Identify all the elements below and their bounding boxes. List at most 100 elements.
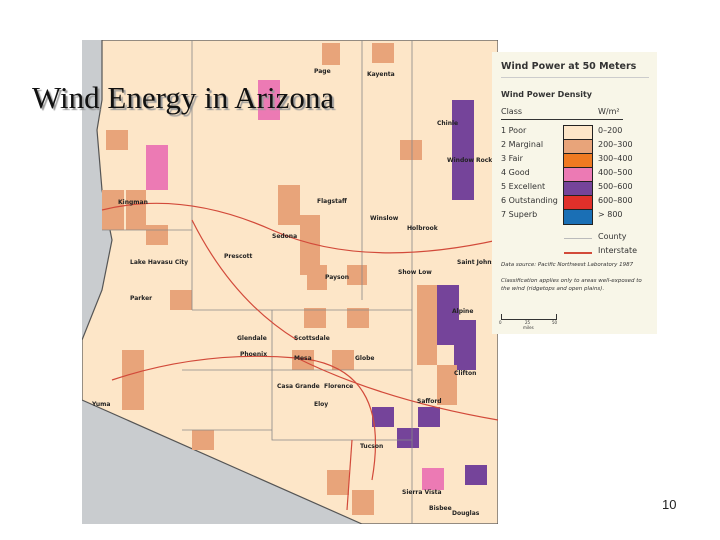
county-label: County [598,232,627,241]
wind-cell [397,428,419,448]
class-range: 200–300 [598,140,633,149]
legend-title: Wind Power at 50 Meters [501,61,637,72]
wind-cell [437,285,459,345]
city-label: Lake Havasu City [130,259,188,266]
city-label: Bisbee [429,505,452,512]
interstate-line-swatch [564,252,592,254]
classification-note: Classification applies only to areas wel… [501,278,642,292]
city-label: Phoenix [240,351,267,358]
wind-cell [278,185,300,225]
wind-cell [322,43,340,65]
wind-cell [170,290,192,310]
city-label: Winslow [370,215,399,222]
class-label: 4 Good [501,168,530,177]
class-swatch [563,181,593,197]
wind-cell [300,215,320,275]
class-range: 400–500 [598,168,633,177]
arizona-state [82,40,498,524]
wind-cell [258,80,280,120]
class-swatch [563,195,593,211]
wind-cell [332,350,354,370]
scale-tick: 50 [552,320,558,325]
wind-cell [146,225,168,245]
wind-cell [192,430,214,450]
wind-cell [327,470,349,495]
unit-header: W/m² [598,107,620,116]
slide-title: Wind Energy in Arizona [32,80,335,115]
city-label: Tucson [360,443,383,450]
scale-tick: 0 [499,320,502,325]
class-range: 0–200 [598,126,623,135]
city-label: Mesa [294,355,312,362]
wind-cell [352,490,374,515]
wind-cell [347,308,369,328]
county-line-swatch [564,238,592,239]
class-swatch [563,167,593,183]
class-range: 300–400 [598,154,633,163]
city-label: Globe [355,355,374,362]
city-label: Prescott [224,253,253,260]
wind-cell [146,145,168,190]
class-label: 5 Excellent [501,182,546,191]
city-label: Page [314,68,331,75]
interstate-label: Interstate [598,246,638,255]
city-label: Holbrook [407,225,439,232]
city-label: Douglas [452,510,480,517]
class-swatch [563,153,593,169]
city-label: Florence [324,383,353,390]
city-label: Scottsdale [294,335,330,342]
class-header: Class [501,107,523,116]
data-source: Data source: Pacific Northwest Laborator… [501,262,634,268]
wind-cell [452,100,474,200]
divider [501,119,623,120]
city-label: Chinle [437,120,458,127]
class-range: 600–800 [598,196,633,205]
class-label: 3 Fair [501,154,523,163]
class-swatch [563,209,593,225]
wind-cell [465,465,487,485]
wind-cell [454,320,476,370]
city-labels: Page Kayenta Chinle Window Rock Kingman Flags… [91,68,496,517]
divider [501,77,649,78]
wind-cell [418,407,440,427]
wind-class-cells [102,43,487,515]
wind-cell [304,308,326,328]
city-label: Show Low [398,269,432,276]
city-label: Sierra Vista [402,489,442,496]
class-range: 500–600 [598,182,633,191]
city-label: Payson [325,274,349,281]
wind-cell [400,140,422,160]
wind-cell [347,265,367,285]
scale-bar [501,314,557,320]
scale-tick: 25 [525,320,531,325]
city-label: Clifton [454,370,476,377]
class-swatch [563,125,593,141]
class-label: 6 Outstanding [501,196,558,205]
city-label: Saint Johns [457,259,496,266]
page-number: 10 [662,497,677,512]
city-label: Casa Grande [277,383,320,390]
city-label: Kayenta [367,71,395,78]
city-label: Eloy [314,401,328,408]
wind-cell [417,285,437,365]
arizona-wind-map: Page Kayenta Chinle Window Rock Kingman Flags… [82,40,498,524]
city-label: Flagstaff [317,198,347,205]
wind-cell [307,265,327,290]
legend-subtitle: Wind Power Density [501,90,592,99]
city-label: Yuma [91,401,110,408]
city-label: Alpine [452,308,473,315]
wind-cell [437,365,457,405]
class-label: 1 Poor [501,126,527,135]
wind-cell [372,407,394,427]
wind-cell [102,190,124,230]
city-label: Safford [417,398,442,405]
wind-cell [292,350,314,370]
county-lines [102,40,413,524]
wind-cell [126,190,146,230]
interstate-lines [101,202,498,511]
class-label: 7 Superb [501,210,538,219]
wind-cell [422,468,444,490]
city-label: Parker [130,295,152,302]
city-label: Glendale [237,335,267,342]
scale-unit: miles [523,325,534,330]
